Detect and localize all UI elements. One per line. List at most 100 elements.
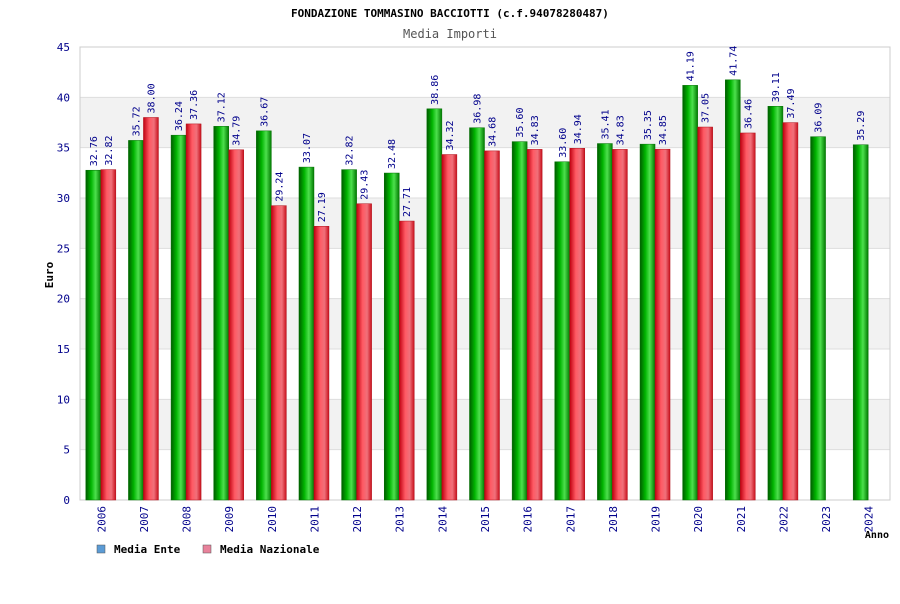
value-label-media-ente: 38.86 <box>430 75 441 105</box>
value-label-media-nazionale: 32.82 <box>104 136 115 166</box>
bar-media-ente <box>810 136 826 501</box>
x-tick-label: 2010 <box>266 506 279 533</box>
y-tick-label: 15 <box>57 343 70 356</box>
bar-media-ente <box>170 134 187 501</box>
value-label-media-ente: 36.09 <box>814 103 825 133</box>
value-label-media-nazionale: 34.68 <box>488 117 499 147</box>
bar-media-nazionale <box>100 169 117 501</box>
value-label-media-ente: 35.35 <box>643 110 654 140</box>
x-tick-label: 2007 <box>138 506 151 533</box>
value-label-media-nazionale: 29.43 <box>360 170 371 200</box>
x-tick-label: 2020 <box>692 506 705 533</box>
value-label-media-ente: 35.41 <box>600 109 611 139</box>
value-label-media-nazionale: 38.00 <box>146 83 157 113</box>
value-label-media-ente: 35.72 <box>131 106 142 136</box>
value-label-media-nazionale: 37.49 <box>786 88 797 118</box>
y-tick-label: 25 <box>57 242 70 255</box>
x-tick-label: 2019 <box>650 506 663 533</box>
bar-media-ente <box>298 166 315 501</box>
bar-media-ente <box>554 161 571 501</box>
legend-swatch-media-ente <box>96 544 106 554</box>
bar-media-ente <box>852 144 869 501</box>
bar-media-nazionale <box>398 220 415 501</box>
x-tick-label: 2008 <box>181 506 194 533</box>
bar-media-ente <box>383 172 400 501</box>
value-label-media-nazionale: 34.85 <box>658 115 669 145</box>
y-axis: 0 5 10 15 20 25 30 35 40 45 <box>57 41 70 507</box>
y-tick-label: 40 <box>57 91 70 104</box>
value-label-media-ente: 32.48 <box>387 139 398 169</box>
bar-media-nazionale <box>185 123 202 501</box>
value-label-media-nazionale: 34.79 <box>232 116 243 146</box>
legend-label-media-ente: Media Ente <box>114 543 181 556</box>
bar-media-ente <box>341 169 357 501</box>
x-tick-label: 2017 <box>564 506 577 533</box>
x-tick-label: 2015 <box>479 506 492 533</box>
value-label-media-ente: 37.12 <box>217 92 228 122</box>
value-label-media-nazionale: 34.83 <box>530 115 541 145</box>
bar-media-nazionale <box>441 154 458 501</box>
bar-media-ente <box>767 106 784 501</box>
value-label-media-ente: 33.07 <box>302 133 313 163</box>
x-tick-label: 2018 <box>607 506 620 533</box>
value-label-media-nazionale: 27.19 <box>317 192 328 222</box>
value-label-media-ente: 39.11 <box>771 72 782 102</box>
value-label-media-nazionale: 29.24 <box>274 172 285 202</box>
bar-media-nazionale <box>612 149 628 501</box>
value-label-media-nazionale: 36.46 <box>743 99 754 129</box>
legend: Media Ente Media Nazionale <box>96 543 320 556</box>
y-tick-label: 5 <box>63 444 70 457</box>
x-tick-label: 2012 <box>351 506 364 533</box>
x-tick-label: 2021 <box>735 506 748 533</box>
bar-media-ente <box>426 108 443 501</box>
x-tick-label: 2011 <box>308 506 321 533</box>
bar-media-nazionale <box>313 226 330 501</box>
x-tick-label: 2024 <box>863 506 876 533</box>
bar-media-ente <box>256 130 272 501</box>
value-label-media-ente: 35.29 <box>856 111 867 141</box>
y-tick-label: 35 <box>57 142 70 155</box>
bar-media-ente <box>725 79 741 501</box>
x-tick-label: 2023 <box>820 506 833 533</box>
value-label-media-ente: 36.24 <box>174 101 185 131</box>
bar-media-ente <box>639 143 656 501</box>
bar-media-nazionale <box>697 126 713 501</box>
x-tick-label: 2016 <box>522 506 535 533</box>
chart-subtitle: Media Importi <box>403 27 497 41</box>
bar-media-nazionale <box>484 150 500 501</box>
y-tick-label: 20 <box>57 293 70 306</box>
bar-media-ente <box>85 169 102 501</box>
x-tick-label: 2022 <box>777 506 790 533</box>
value-label-media-ente: 35.60 <box>515 108 526 138</box>
bar-media-nazionale <box>271 205 287 501</box>
value-label-media-nazionale: 34.94 <box>573 114 584 144</box>
y-tick-label: 0 <box>63 494 70 507</box>
y-tick-label: 10 <box>57 393 70 406</box>
value-label-media-nazionale: 37.36 <box>189 90 200 120</box>
value-label-media-ente: 41.19 <box>686 51 697 81</box>
value-label-media-ente: 41.74 <box>728 46 739 76</box>
bars-group: 32.76 35.72 36.24 37.12 36.67 33.07 32.82 32.48… <box>85 46 869 501</box>
x-tick-label: 2013 <box>394 506 407 533</box>
legend-label-media-nazionale: Media Nazionale <box>220 543 320 556</box>
bar-media-ente <box>597 143 613 501</box>
y-axis-label: Euro <box>43 261 56 288</box>
bar-media-nazionale <box>782 122 799 501</box>
value-label-media-nazionale: 34.83 <box>615 115 626 145</box>
value-label-media-nazionale: 27.71 <box>402 187 413 217</box>
bar-media-nazionale <box>654 148 671 501</box>
x-axis-label: Anno <box>865 530 889 541</box>
x-tick-label: 2006 <box>95 506 108 533</box>
value-label-media-ente: 36.98 <box>473 94 484 124</box>
value-label-media-ente: 32.82 <box>345 136 356 166</box>
bar-media-nazionale <box>526 149 543 501</box>
bar-media-ente <box>213 126 229 501</box>
bar-media-ente <box>128 140 144 501</box>
bar-media-nazionale <box>356 203 372 501</box>
value-label-media-nazionale: 37.05 <box>701 93 712 123</box>
value-label-media-nazionale: 34.32 <box>445 120 456 150</box>
chart-title: FONDAZIONE TOMMASINO BACCIOTTI (c.f.9407… <box>291 7 609 20</box>
bar-media-nazionale <box>143 117 159 501</box>
bar-media-ente <box>682 85 698 501</box>
